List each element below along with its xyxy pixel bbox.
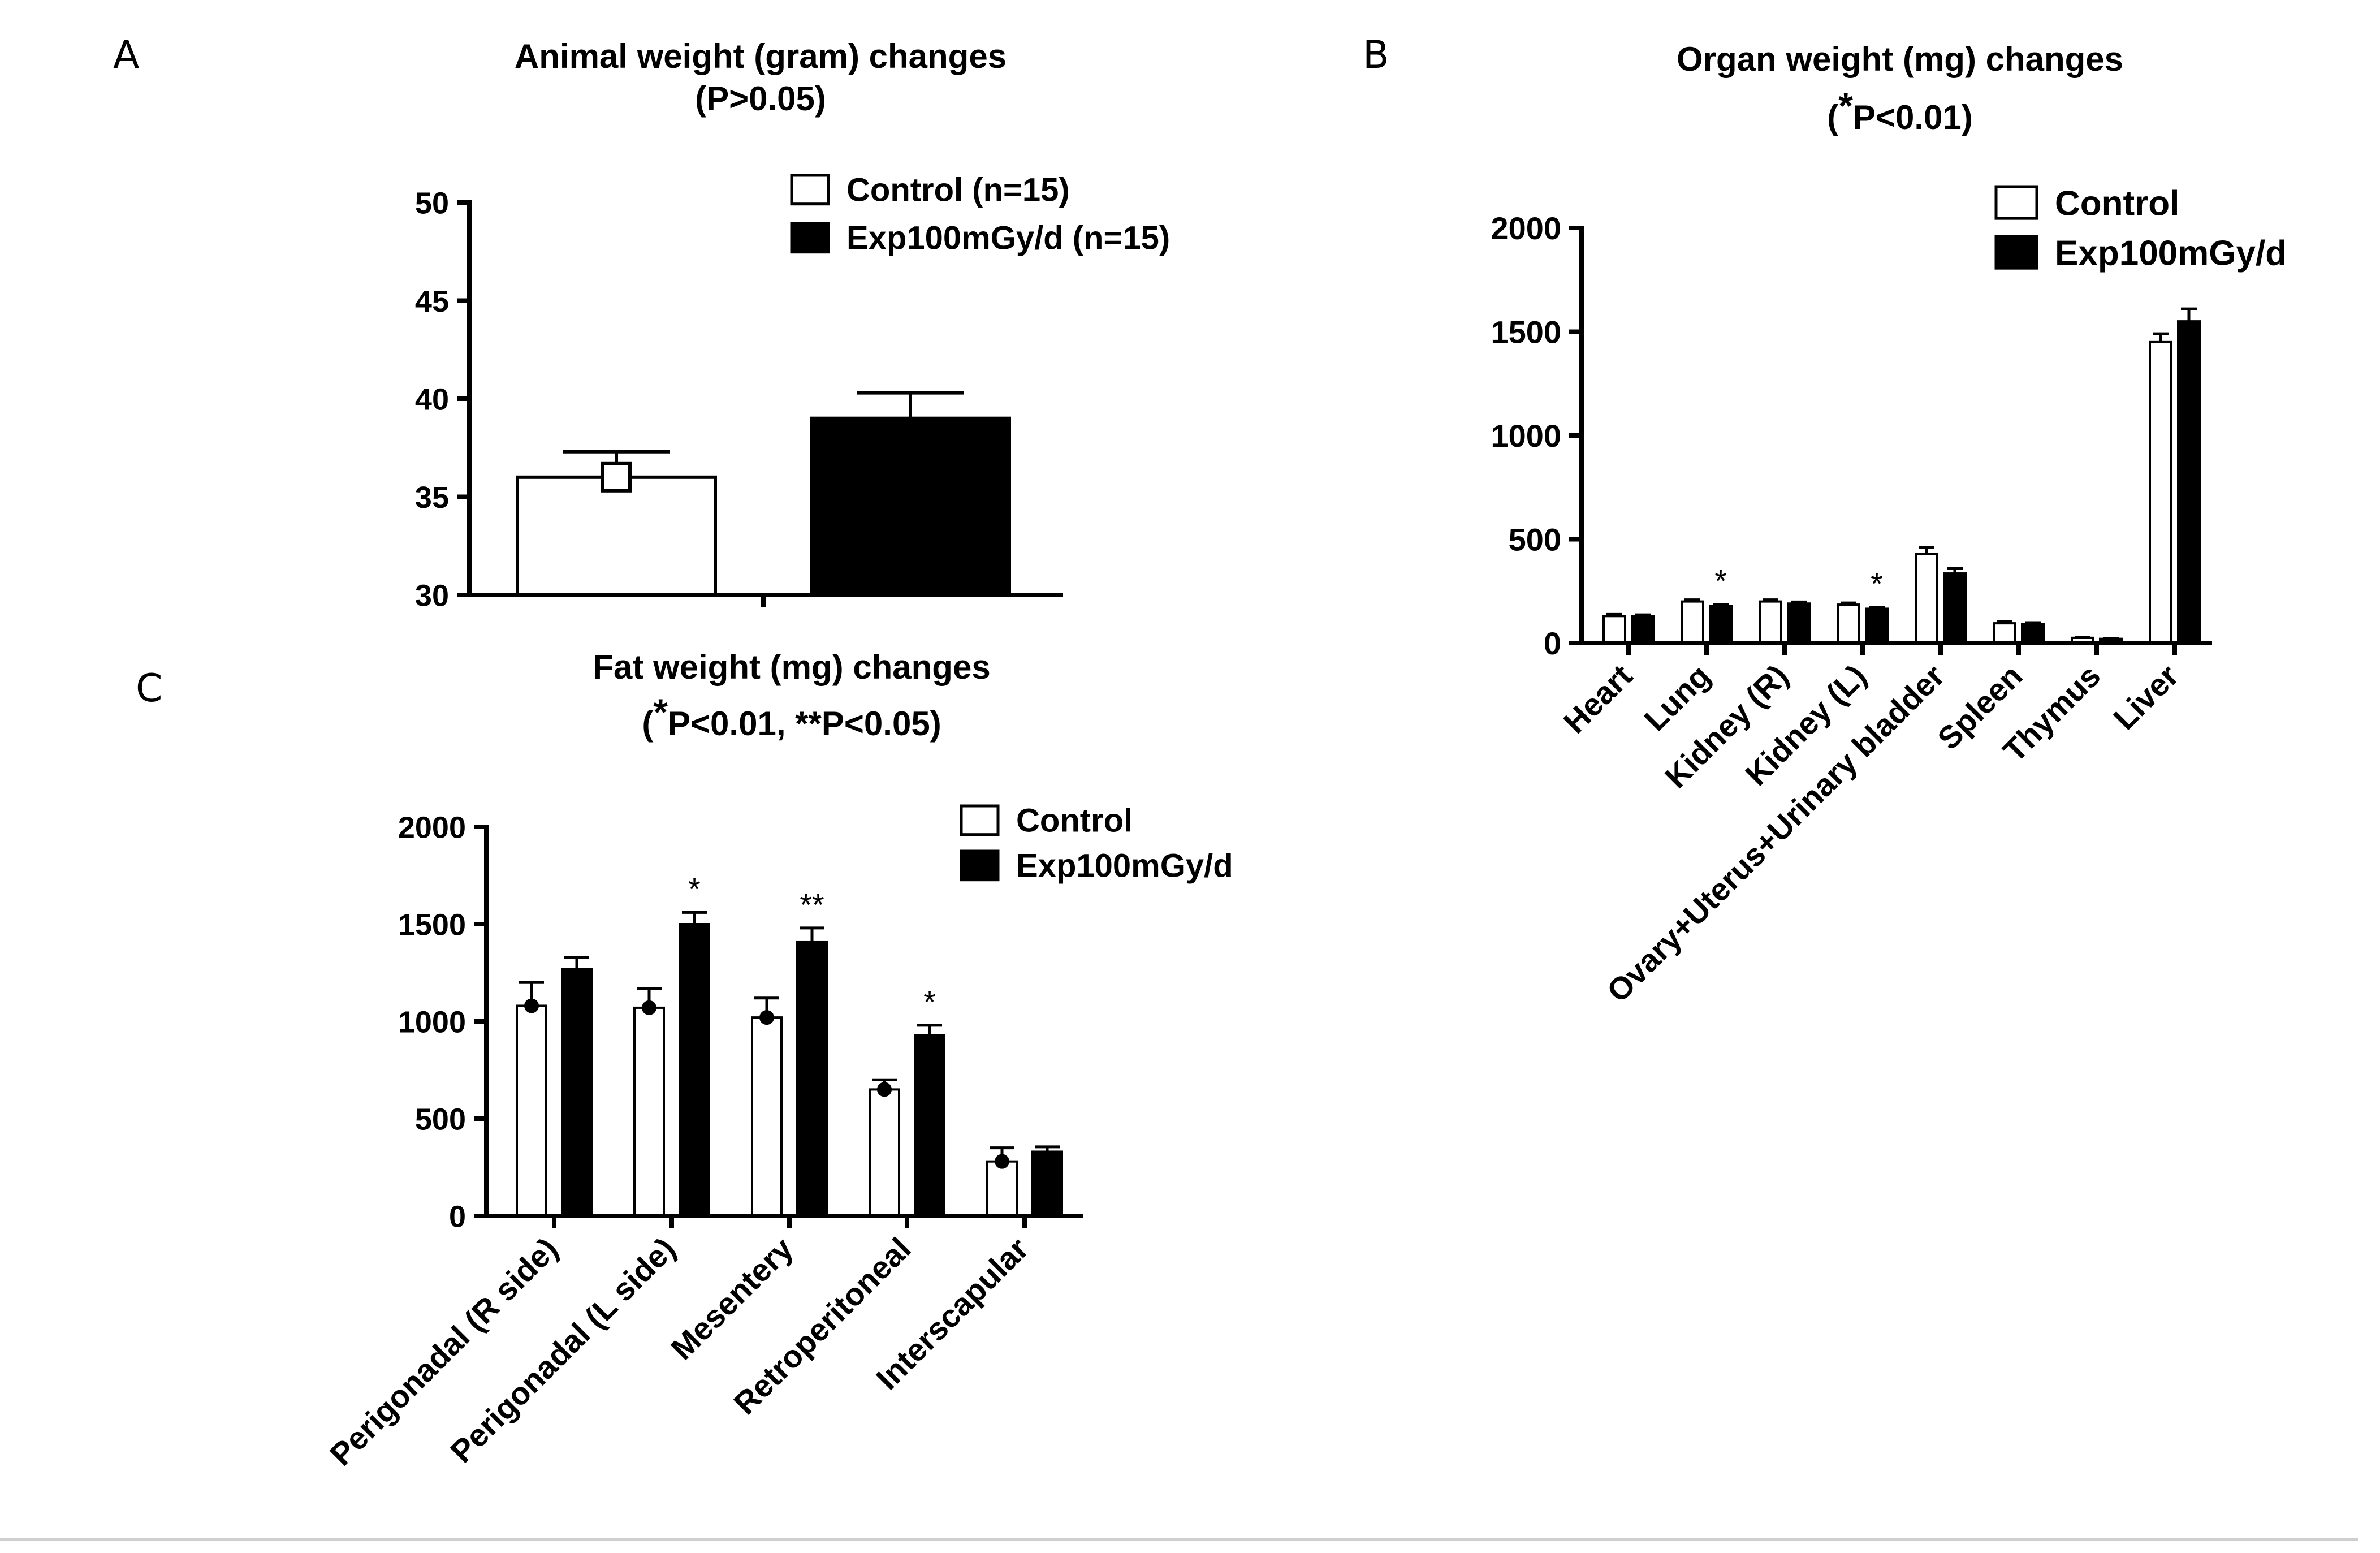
bar-control [1837, 603, 1860, 644]
panel-a-title: Animal weight (gram) changes [515, 37, 1007, 75]
panel-c-title: Fat weight (mg) changes [593, 648, 990, 686]
panel-b-letter: B [1363, 33, 1389, 77]
bar-exp [1631, 615, 1655, 645]
bar-control [1759, 600, 1782, 644]
bar-exp [561, 968, 593, 1217]
mean-marker-circle [524, 998, 539, 1013]
y-tick-label: 1500 [398, 908, 466, 942]
bar-exp [2177, 320, 2201, 644]
mean-marker-square [601, 461, 632, 493]
panel-c-letter: C [136, 666, 162, 711]
panel-b-subtitle-text: P<0.01) [1853, 98, 1973, 136]
bar-control [2149, 340, 2172, 644]
bar-exp [1709, 605, 1733, 644]
legend-swatch-control [960, 804, 1000, 836]
bar-exp [914, 1034, 945, 1217]
legend-swatch-exp [790, 222, 830, 254]
bar-exp [1031, 1150, 1063, 1217]
bar-control [1915, 553, 1938, 644]
legend-label-exp: Exp100mGy/d [1016, 848, 1233, 885]
y-tick-label: 45 [415, 284, 449, 318]
significance-marker: * [1871, 566, 1883, 602]
panel-b-subtitle: (*P<0.01) [1827, 85, 1973, 136]
y-tick-label: 500 [1509, 522, 1561, 558]
bar-control [1993, 622, 2016, 645]
y-tick-label: 2000 [398, 810, 466, 844]
bar-exp [1943, 572, 1967, 644]
mean-marker-circle [759, 1010, 774, 1025]
bar-control [1681, 600, 1704, 644]
significance-marker: * [688, 871, 701, 907]
mean-marker-circle [877, 1082, 892, 1097]
bar-exp [1865, 607, 1889, 644]
bar-exp [796, 940, 828, 1217]
bar-exp [1787, 602, 1811, 645]
y-tick-label: 40 [415, 382, 449, 416]
legend-label-control: Control [2055, 184, 2179, 223]
y-tick-label: 30 [415, 579, 449, 612]
mean-marker-circle [642, 1000, 656, 1015]
legend-swatch-control [790, 174, 830, 206]
panel-b-subtitle-star: * [1838, 85, 1853, 127]
y-tick-label: 1000 [1491, 418, 1561, 454]
legend-label-exp: Exp100mGy/d (n=15) [846, 220, 1170, 257]
bar-exp [2021, 623, 2045, 644]
panel-b-legend: Control Exp100mGy/d [1994, 184, 2287, 273]
significance-marker: * [1714, 563, 1727, 599]
legend-swatch-control [1994, 185, 2038, 220]
legend-label-exp: Exp100mGy/d [2055, 234, 2287, 273]
y-tick-label: 2000 [1491, 210, 1561, 246]
bar-control [986, 1160, 1018, 1217]
significance-marker: * [923, 984, 936, 1020]
panel-c-subtitle-star: * [653, 691, 668, 733]
panel-c-subtitle-open: ( [642, 705, 653, 743]
panel-c-subtitle-text: P<0.01, **P<0.05) [668, 705, 941, 743]
legend-label-control: Control (n=15) [846, 172, 1070, 209]
significance-marker: ** [800, 887, 824, 922]
y-tick-label: 1500 [1491, 314, 1561, 350]
panel-b-subtitle-open: ( [1827, 98, 1838, 136]
legend-label-control: Control [1016, 803, 1133, 839]
panel-a-plot-area: 30 35 40 45 50 [415, 186, 1063, 612]
panel-a: A Animal weight (gram) changes (P>0.05) … [113, 33, 1170, 612]
bar-control [516, 1004, 547, 1217]
bar-control [1602, 615, 1626, 645]
legend-swatch-exp [960, 849, 1000, 882]
panel-a-subtitle: (P>0.05) [695, 80, 826, 118]
bar-exp [679, 923, 710, 1217]
panel-c-subtitle: (*P<0.01, **P<0.05) [642, 691, 941, 743]
panel-a-legend: Control (n=15) Exp100mGy/d (n=15) [790, 172, 1170, 257]
y-tick-label: 35 [415, 481, 449, 515]
bar-control [751, 1016, 783, 1217]
y-tick-label: 50 [415, 186, 449, 220]
legend-swatch-exp [1994, 235, 2038, 270]
y-tick-label: 1000 [398, 1005, 466, 1039]
bar-control [869, 1088, 900, 1218]
y-tick-label: 0 [449, 1200, 466, 1233]
y-tick-label: 0 [1544, 625, 1561, 661]
panel-b-title: Organ weight (mg) changes [1677, 40, 2123, 78]
y-tick-label: 500 [415, 1102, 466, 1136]
mean-marker-circle [995, 1154, 1009, 1169]
bar-control [633, 1006, 665, 1218]
panel-a-letter: A [113, 33, 140, 77]
bar-exp [810, 416, 1011, 597]
bar-control [516, 475, 717, 597]
panel-c-legend: Control Exp100mGy/d [960, 803, 1233, 885]
